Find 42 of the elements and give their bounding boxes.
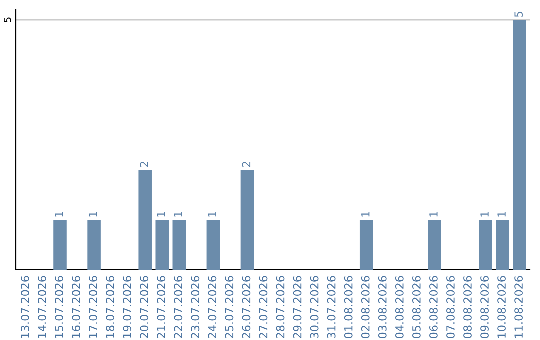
x-tick-label: 05.08.2026 — [412, 276, 421, 338]
x-tick-label: 19.07.2026 — [123, 276, 132, 338]
x-tick-label: 24.07.2026 — [208, 276, 217, 338]
x-tick-label: 06.08.2026 — [430, 276, 438, 338]
x-tick-label: 25.07.2026 — [225, 276, 234, 338]
x-tick-label: 27.07.2026 — [259, 276, 268, 338]
x-tick-label: 30.07.2026 — [310, 276, 319, 338]
x-tick-label: 31.07.2026 — [327, 276, 336, 338]
data-label: 1 — [157, 212, 166, 217]
data-label: 1 — [498, 212, 506, 217]
x-tick-label: 17.07.2026 — [89, 276, 98, 338]
data-label: 1 — [430, 212, 438, 217]
x-tick-label: 21.07.2026 — [157, 276, 166, 338]
x-tick-label: 03.08.2026 — [378, 276, 387, 338]
data-label: 2 — [140, 162, 148, 168]
x-tick-label: 02.08.2026 — [361, 276, 370, 338]
data-label: 5 — [514, 12, 524, 18]
data-label: 1 — [174, 212, 182, 217]
x-tick-label: 26.07.2026 — [242, 276, 251, 338]
x-tick-label: 23.07.2026 — [191, 276, 200, 338]
data-label: 1 — [89, 212, 98, 217]
data-label: 1 — [208, 212, 216, 217]
x-tick-label: 16.07.2026 — [72, 276, 80, 338]
x-tick-label: 22.07.2026 — [174, 276, 183, 338]
x-tick-label: 10.08.2026 — [498, 276, 506, 338]
x-tick-label: 01.08.2026 — [344, 276, 353, 338]
x-tick-label: 07.08.2026 — [446, 276, 455, 338]
data-label: 2 — [242, 162, 251, 168]
x-tick-label: 08.08.2026 — [464, 276, 472, 338]
x-tick-label: 14.07.2026 — [38, 276, 46, 338]
x-tick-label: 18.07.2026 — [106, 276, 115, 338]
x-tick-label: 04.08.2026 — [395, 276, 404, 338]
x-tick-label: 09.08.2026 — [480, 276, 489, 338]
x-tick-label: 20.07.2026 — [140, 276, 149, 338]
x-tick-label: 13.07.2026 — [21, 276, 30, 338]
x-tick-label: 28.07.2026 — [276, 276, 285, 338]
x-tick-label: 11.08.2026 — [514, 276, 524, 338]
data-label: 1 — [362, 212, 370, 217]
data-label: 1 — [480, 212, 489, 217]
x-tick-label: 29.07.2026 — [293, 276, 302, 338]
x-tick-label: 15.07.2026 — [55, 276, 64, 338]
data-label: 1 — [55, 212, 64, 217]
